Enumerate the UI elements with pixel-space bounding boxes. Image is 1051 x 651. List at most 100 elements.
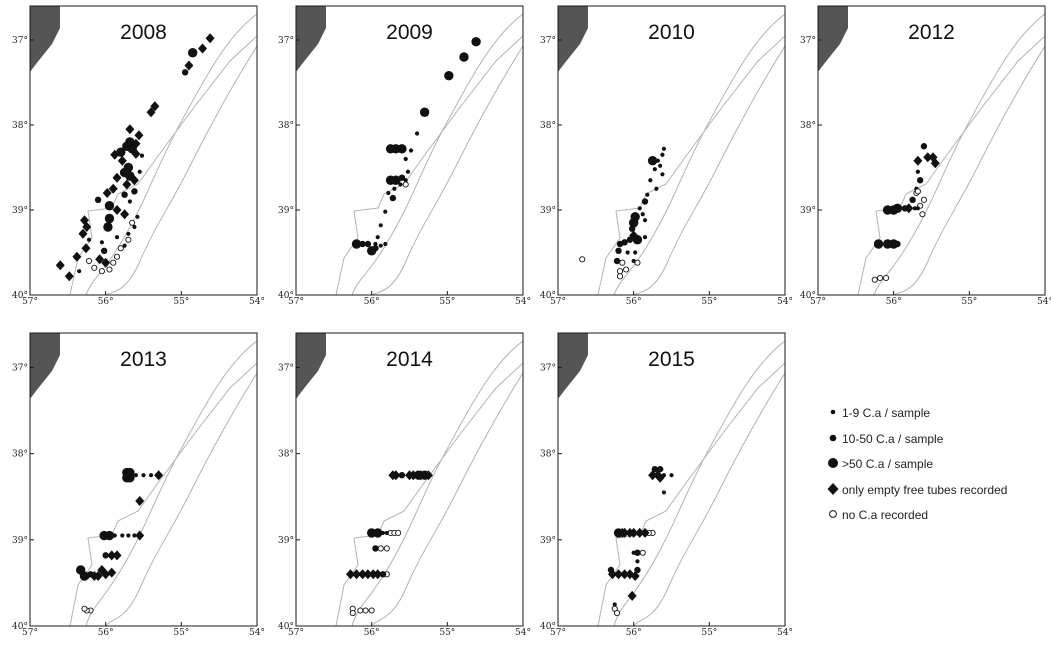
marker-small xyxy=(669,473,674,478)
marker-small xyxy=(378,223,383,228)
marker-small xyxy=(660,152,665,157)
marker-small xyxy=(133,473,139,478)
panel-year-label: 2008 xyxy=(120,21,167,44)
marker-medium xyxy=(131,188,138,195)
isobath-line xyxy=(613,13,785,295)
marker-empty-tubes xyxy=(107,567,117,578)
marker-no-record xyxy=(368,607,375,614)
marker-empty-tubes xyxy=(205,33,215,44)
marker-empty-tubes xyxy=(614,569,624,580)
legend-item-small: 1-9 C.a / sample xyxy=(826,402,1046,428)
legend-symbol-small xyxy=(830,409,836,415)
marker-large xyxy=(444,71,454,81)
marker-empty-tubes xyxy=(112,205,122,215)
panel-year-label: 2009 xyxy=(386,21,433,44)
marker-medium xyxy=(364,240,372,248)
marker-large xyxy=(882,239,893,249)
marker-empty-tubes xyxy=(55,260,65,271)
isobath-line xyxy=(893,45,1045,295)
marker-medium xyxy=(359,240,366,248)
land-mass xyxy=(296,6,326,72)
lat-tick-label: 40° xyxy=(12,291,28,301)
map-panel-2009: 2009 37° 38° 39° 40°57° 56° 55° 54° xyxy=(278,5,531,307)
legend-item-none: no C.a recorded xyxy=(826,504,1046,530)
marker-small xyxy=(652,167,657,172)
marker-empty-tubes xyxy=(72,251,82,262)
marker-medium xyxy=(626,236,634,243)
marker-small xyxy=(655,158,660,163)
lon-tick-label: 56° xyxy=(98,628,114,638)
marker-medium xyxy=(634,549,641,556)
marker-small xyxy=(398,182,403,187)
legend-label-medium: 10-50 C.a / sample xyxy=(842,431,944,446)
lon-tick-label: 57° xyxy=(22,628,38,638)
marker-no-record xyxy=(362,607,369,614)
marker-empty-tubes xyxy=(131,148,141,159)
lat-tick-label: 40° xyxy=(540,291,556,301)
marker-empty-tubes xyxy=(363,569,373,580)
marker-empty-tubes xyxy=(81,243,91,254)
lat-tick-label: 39° xyxy=(278,536,294,546)
legend-label-empty: only empty free tubes recorded xyxy=(842,482,1008,497)
marker-small xyxy=(403,156,408,162)
marker-empty-tubes xyxy=(95,254,105,265)
lat-tick-label: 39° xyxy=(12,206,28,216)
legend-symbol-large xyxy=(828,458,838,468)
marker-small xyxy=(127,199,132,204)
marker-large xyxy=(882,205,893,215)
marker-empty-tubes xyxy=(620,569,630,580)
marker-large xyxy=(75,565,86,575)
panel-frame xyxy=(29,5,258,296)
marker-no-record xyxy=(91,264,98,271)
legend-label-small: 1-9 C.a / sample xyxy=(842,406,931,420)
lon-tick-label: 56° xyxy=(886,297,902,307)
marker-no-record xyxy=(357,607,364,614)
marker-medium xyxy=(398,471,406,479)
marker-small xyxy=(384,530,389,536)
isobath-line xyxy=(85,13,257,295)
legend-label-large: >50 C.a / sample xyxy=(842,457,934,471)
marker-large xyxy=(366,528,377,538)
lat-tick-label: 37° xyxy=(278,36,294,46)
marker-medium xyxy=(920,143,928,150)
marker-no-record xyxy=(914,188,921,195)
marker-empty-tubes xyxy=(135,496,145,507)
legend: 1-9 C.a / sample 10-50 C.a / sample >50 … xyxy=(826,402,1046,530)
marker-large xyxy=(632,235,643,245)
marker-small xyxy=(137,169,142,174)
panel-year-label: 2014 xyxy=(386,348,433,371)
lon-tick-label: 55° xyxy=(701,628,717,638)
marker-large xyxy=(122,473,132,483)
marker-empty-tubes xyxy=(358,569,368,580)
lon-tick-label: 55° xyxy=(701,297,717,307)
marker-small xyxy=(661,146,667,151)
marker-large xyxy=(471,37,481,47)
marker-empty-tubes xyxy=(78,228,88,239)
lat-tick-label: 40° xyxy=(540,622,556,632)
lon-tick-label: 55° xyxy=(961,297,977,307)
marker-empty-tubes xyxy=(82,222,92,232)
marker-medium xyxy=(916,177,924,184)
marker-empty-tubes xyxy=(416,470,426,481)
lat-tick-label: 37° xyxy=(540,36,556,46)
marker-no-record xyxy=(383,545,390,552)
isobath-line xyxy=(371,45,523,295)
isobath-line xyxy=(351,340,523,626)
marker-medium xyxy=(607,566,615,574)
marker-small xyxy=(392,186,397,191)
marker-empty-tubes xyxy=(154,470,164,481)
lat-tick-label: 38° xyxy=(540,121,556,131)
marker-medium xyxy=(102,552,109,559)
marker-small xyxy=(915,206,920,211)
legend-symbol-empty xyxy=(827,482,839,495)
marker-empty-tubes xyxy=(129,175,139,186)
marker-no-record xyxy=(395,529,402,536)
panel-year-label: 2013 xyxy=(120,348,167,371)
marker-small xyxy=(132,533,137,538)
marker-no-record xyxy=(920,196,927,203)
lat-tick-label: 37° xyxy=(12,36,28,46)
lon-tick-label: 55° xyxy=(173,297,189,307)
land-mass xyxy=(296,333,326,399)
marker-medium xyxy=(94,196,102,203)
marker-no-record xyxy=(349,610,356,617)
